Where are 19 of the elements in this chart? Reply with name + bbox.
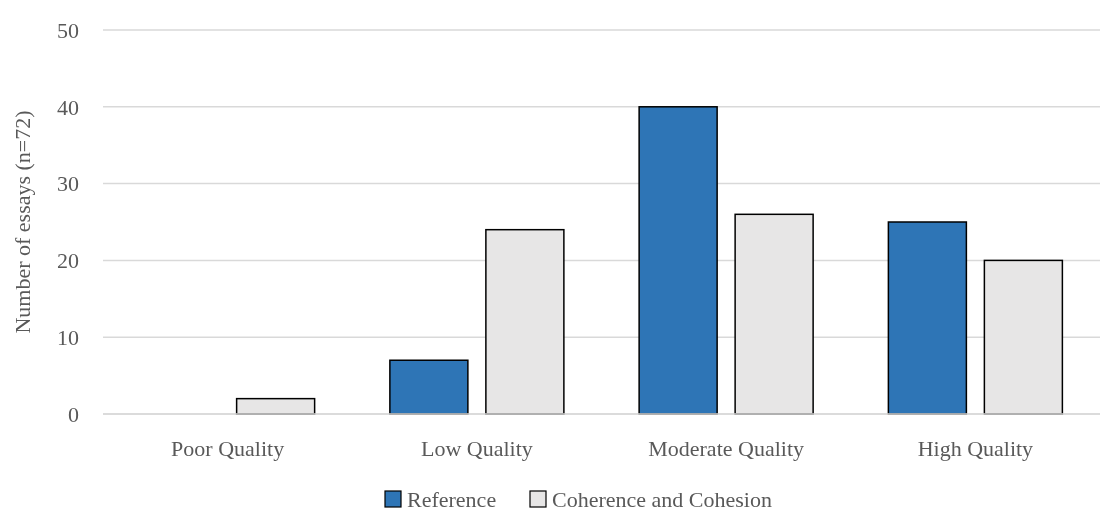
- bar: [887, 221, 968, 415]
- bar: [389, 359, 469, 415]
- y-axis-title: Number of essays (n=72): [10, 110, 35, 334]
- y-tick-label: 20: [57, 248, 79, 274]
- y-tick-label: 10: [57, 324, 79, 350]
- legend-label: Coherence and Cohesion: [552, 487, 772, 512]
- y-tick-label: 50: [57, 17, 79, 43]
- y-tick-label: 0: [68, 401, 79, 427]
- bar: [734, 213, 814, 415]
- x-tick-label: Poor Quality: [171, 436, 285, 461]
- bar: [983, 259, 1064, 415]
- y-tick-label: 40: [57, 94, 79, 120]
- x-tick-label: High Quality: [917, 436, 1034, 461]
- bar: [485, 228, 565, 415]
- x-tick-label: Low Quality: [420, 436, 533, 461]
- bar: [638, 106, 718, 415]
- x-tick-label: Moderate Quality: [648, 436, 805, 461]
- y-tick-label: 30: [57, 171, 79, 197]
- legend-label: Reference: [407, 487, 497, 512]
